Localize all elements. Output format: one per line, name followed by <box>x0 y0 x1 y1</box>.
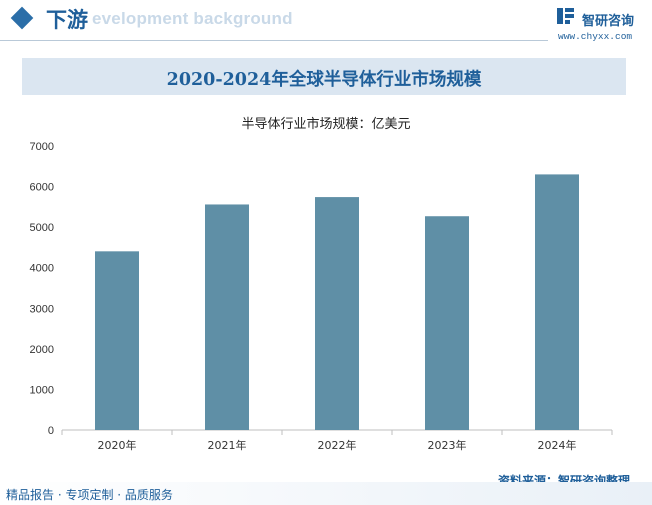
y-tick-label: 1000 <box>30 384 54 396</box>
chart-title: 2020-2024年全球半导体行业市场规模 <box>166 70 482 90</box>
bar-4 <box>425 216 469 430</box>
y-tick-label: 6000 <box>30 182 54 194</box>
series-label: 半导体行业市场规模：亿美元 <box>241 117 411 132</box>
y-tick-label: 2000 <box>30 344 54 356</box>
y-tick-label: 7000 <box>30 141 54 153</box>
x-tick-label: 2020年 <box>98 438 137 452</box>
bar-1 <box>95 251 139 430</box>
bar-5 <box>535 174 579 430</box>
x-tick-label: 2024年 <box>538 438 577 452</box>
y-tick-label: 4000 <box>30 263 54 275</box>
brand-logo-icon <box>557 8 574 24</box>
y-tick-label: 0 <box>48 425 54 437</box>
section-watermark: evelopment background <box>92 9 293 28</box>
x-tick-label: 2022年 <box>318 438 357 452</box>
brand: 智研咨询 www.chyxx.com <box>556 4 652 44</box>
brand-name: 智研咨询 <box>582 14 635 29</box>
footer-tagline: 精品报告 · 专项定制 · 品质服务 <box>6 488 173 502</box>
brand-url: www.chyxx.com <box>558 31 633 42</box>
footer-band <box>0 482 652 505</box>
header: evelopment background 下游 智研咨询 www.chyxx.… <box>0 0 652 44</box>
y-tick-label: 3000 <box>30 303 54 315</box>
section-title: 下游 <box>46 8 88 32</box>
chart-title-band: 2020-2024年全球半导体行业市场规模 <box>22 58 626 95</box>
x-tick-label: 2021年 <box>208 438 247 452</box>
bar-2 <box>205 204 249 430</box>
y-tick-label: 5000 <box>30 222 54 234</box>
header-divider <box>0 40 548 41</box>
bar-3 <box>315 197 359 430</box>
x-tick-label: 2023年 <box>428 438 467 452</box>
